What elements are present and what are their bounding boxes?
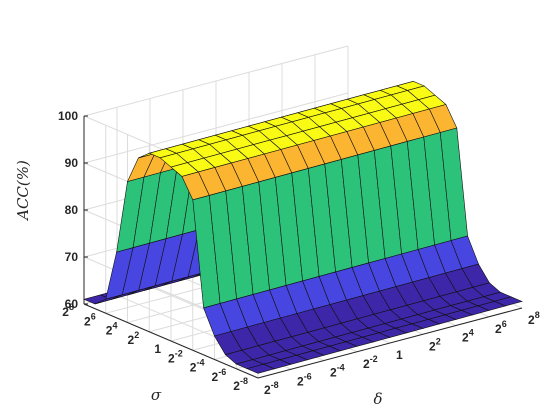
tick-base: 2 [168,351,175,365]
tick-base: 2 [84,314,91,328]
delta-tick-label: 24 [462,328,474,345]
tick-base: 2 [212,370,219,384]
tick-base: 2 [528,313,535,327]
sigma-tick-label: 28 [62,302,74,319]
tick-exponent: 6 [502,319,507,329]
tick-base: 2 [429,339,436,353]
sigma-tick-label: 2-8 [233,376,248,393]
grid-line [83,45,349,117]
surface-patch [493,296,523,307]
sigma-tick-label: 22 [128,330,140,347]
tick-base: 2 [462,331,469,345]
delta-tick-label: 26 [495,319,507,336]
xlabel: δ [373,390,382,408]
tick-exponent: -8 [271,380,279,390]
sigma-tick-label: 24 [106,321,118,338]
tick-base: 2 [495,322,502,336]
tick-base: 1 [396,348,403,362]
tick-base: 2 [62,305,69,319]
tick-exponent: 8 [69,302,74,312]
delta-tick-label: 2-6 [297,371,312,388]
z-tick-label: 80 [65,203,79,217]
z-tick-label: 70 [65,250,79,264]
sigma-tick-label: 26 [84,311,96,328]
tick-base: 2 [190,361,197,375]
tick-exponent: -4 [337,363,345,373]
sigma-axis-line [83,303,259,379]
delta-axis-line [257,307,523,379]
tick-base: 2 [363,357,370,371]
tick-exponent: -2 [175,348,183,358]
delta-tick-label: 28 [528,310,540,327]
tick-exponent: -6 [304,371,312,381]
delta-tick-label: 2-8 [264,380,279,397]
sigma-tick-label: 1 [154,342,161,356]
tick-base: 2 [106,324,113,338]
delta-tick-label: 2-2 [363,354,378,371]
tick-base: 2 [330,366,337,380]
delta-tick-label: 2-4 [330,363,345,380]
tick-exponent: -4 [196,358,204,368]
z-tick-label: 60 [65,297,79,311]
tick-exponent: 2 [436,336,441,346]
zlabel: ACC(%) [14,160,32,222]
tick-exponent: 4 [469,328,474,338]
ylabel: σ [151,386,162,404]
tick-exponent: 2 [134,330,139,340]
sigma-tick-label: 2-6 [212,367,227,384]
tick-exponent: -6 [218,367,226,377]
tick-exponent: 8 [535,310,540,320]
tick-base: 1 [154,342,161,356]
sigma-tick-label: 2-4 [190,358,205,375]
delta-tick-label: 22 [429,336,441,353]
tick-base: 2 [233,379,240,393]
tick-exponent: -8 [240,376,248,386]
tick-base: 2 [297,374,304,388]
tick-base: 2 [264,383,271,397]
tick-exponent: 6 [91,311,96,321]
axes [83,115,523,379]
tick-exponent: -2 [370,354,378,364]
tick-exponent: 4 [112,321,117,331]
sigma-tick-label: 2-2 [168,348,183,365]
tick-base: 2 [128,333,135,347]
delta-tick-label: 1 [396,348,403,362]
z-tick-label: 90 [65,156,79,170]
z-tick-label: 100 [58,109,78,123]
surface-mesh [83,80,523,374]
